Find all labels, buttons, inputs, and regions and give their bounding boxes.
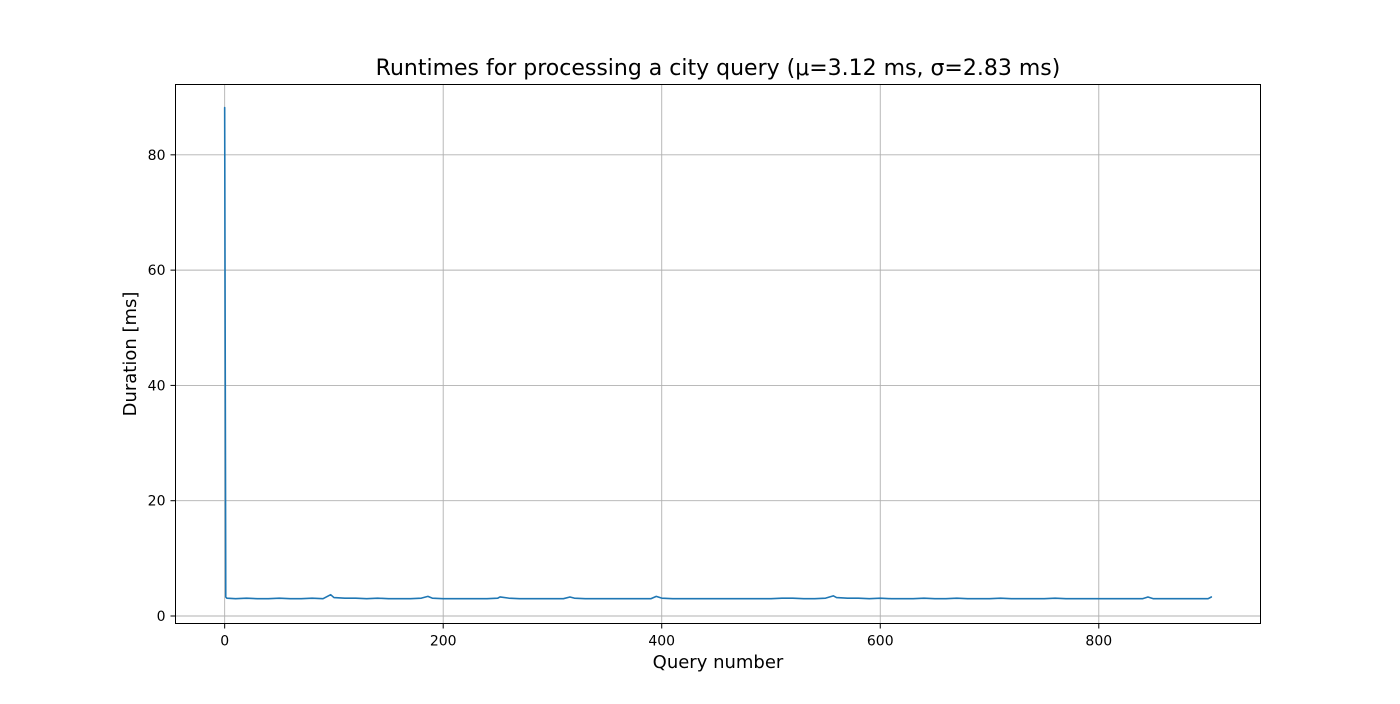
x-tick-label: 600 [867, 634, 894, 650]
x-axis-label: Query number [653, 652, 784, 673]
ticks: 0 200 400 600 800 0 20 40 60 80 [148, 148, 1112, 650]
plot-frame [175, 84, 1261, 624]
y-tick-label: 0 [157, 609, 166, 625]
y-axis-label: Duration [ms] [120, 292, 141, 417]
chart-title: Runtimes for processing a city query (μ=… [376, 56, 1061, 81]
x-tick-label: 0 [220, 634, 229, 650]
x-tick-label: 400 [648, 634, 675, 650]
series-layer [223, 106, 1213, 600]
y-tick-label: 80 [148, 148, 166, 164]
series-line [223, 106, 1213, 600]
y-tick-label: 60 [148, 263, 166, 279]
y-tick-label: 20 [148, 494, 166, 510]
x-tick-label: 800 [1085, 634, 1112, 650]
y-tick-label: 40 [148, 378, 166, 394]
grid-lines [175, 84, 1261, 624]
x-tick-label: 200 [430, 634, 457, 650]
